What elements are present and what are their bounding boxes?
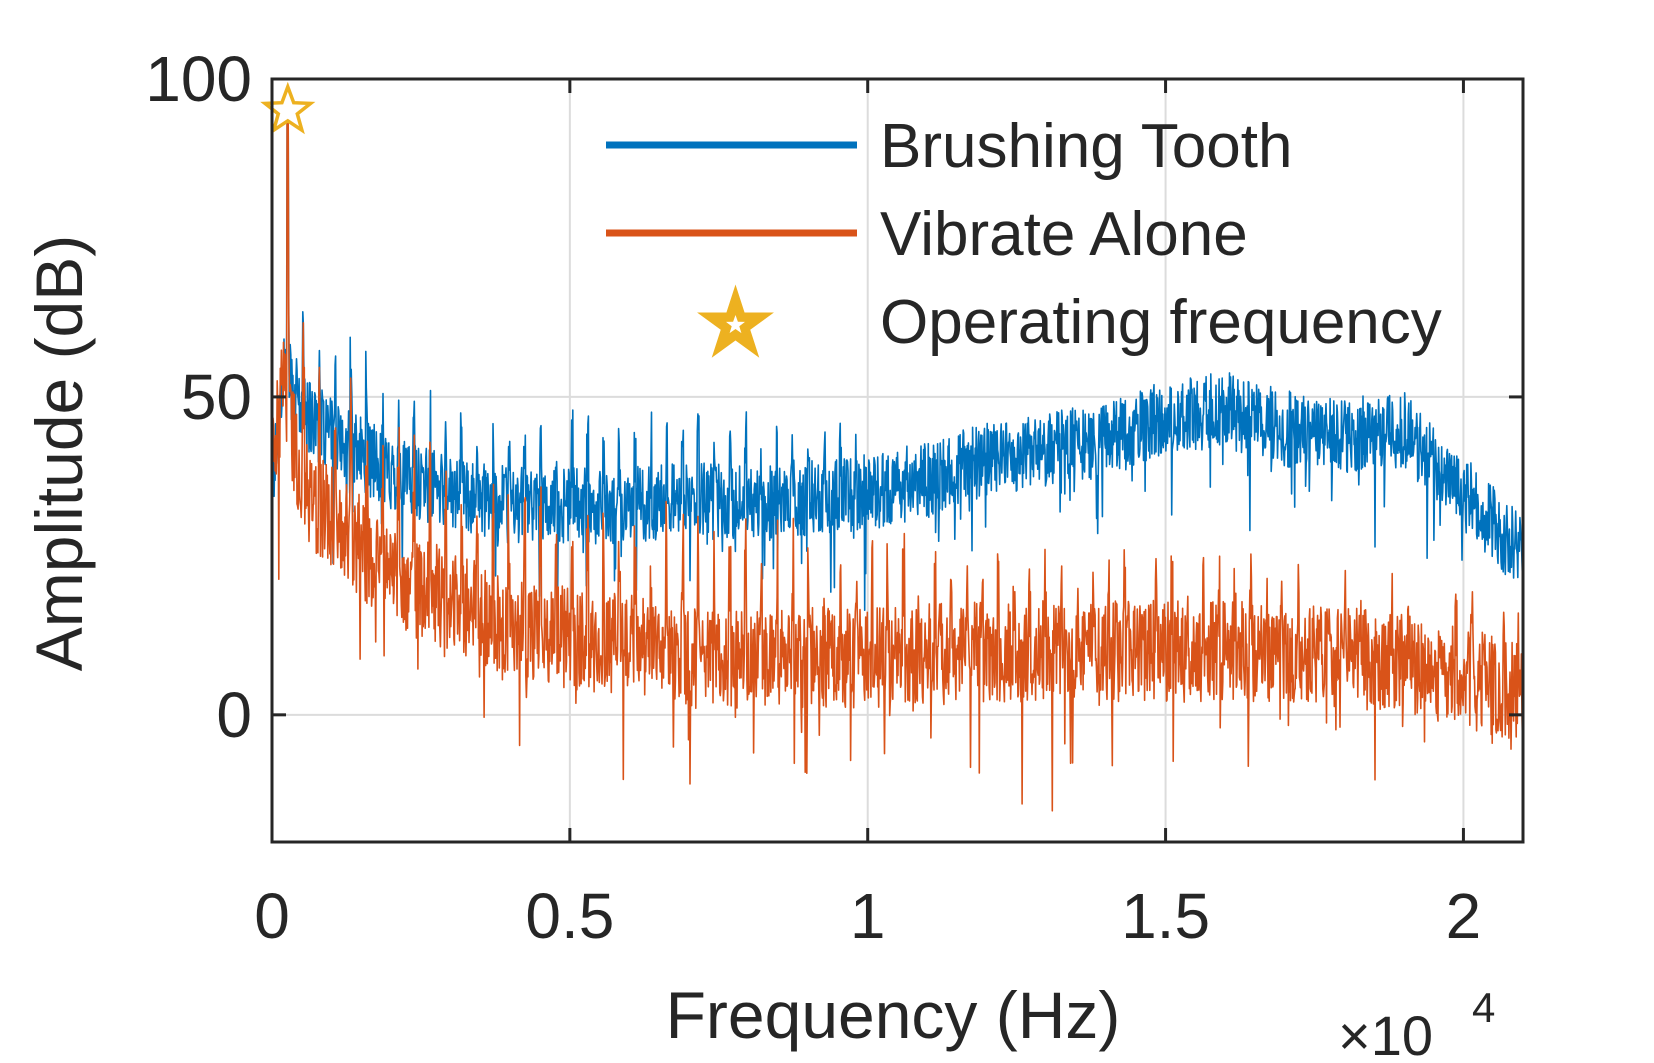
x-tick-label-4: 2	[1446, 880, 1482, 952]
series-line-0	[272, 122, 1523, 612]
exponent-power: 4	[1472, 984, 1495, 1031]
legend-label-1: Vibrate Alone	[880, 200, 1248, 269]
y-tick-label-0: 0	[216, 679, 252, 751]
legend-label-2: Operating frequency	[880, 288, 1442, 357]
series-layer	[272, 122, 1523, 812]
legend-label-0: Brushing Tooth	[880, 112, 1292, 181]
y-tick-labels: 0 50 100	[145, 43, 252, 751]
grid-lines	[272, 79, 1523, 842]
x-axis-label: Frequency (Hz)	[666, 978, 1121, 1052]
y-axis-label: Amplitude (dB)	[22, 235, 96, 672]
x-axis-exponent: ×10 4	[1338, 984, 1495, 1063]
exponent-base: ×10	[1338, 1004, 1433, 1063]
legend-star-inner	[726, 315, 745, 334]
ticks	[270, 77, 1523, 842]
x-tick-label-2: 1	[850, 880, 886, 952]
y-tick-label-1: 50	[181, 361, 252, 433]
x-tick-label-1: 0.5	[525, 880, 614, 952]
series-line-1	[272, 122, 1523, 812]
x-tick-labels: 0 0.5 1 1.5 2	[254, 880, 1481, 952]
x-tick-label-3: 1.5	[1121, 880, 1210, 952]
legend: Brushing Tooth Vibrate Alone Operating fre…	[606, 112, 1442, 358]
axes-box	[270, 77, 1525, 844]
y-tick-label-2: 100	[145, 43, 252, 115]
x-tick-label-0: 0	[254, 880, 290, 952]
